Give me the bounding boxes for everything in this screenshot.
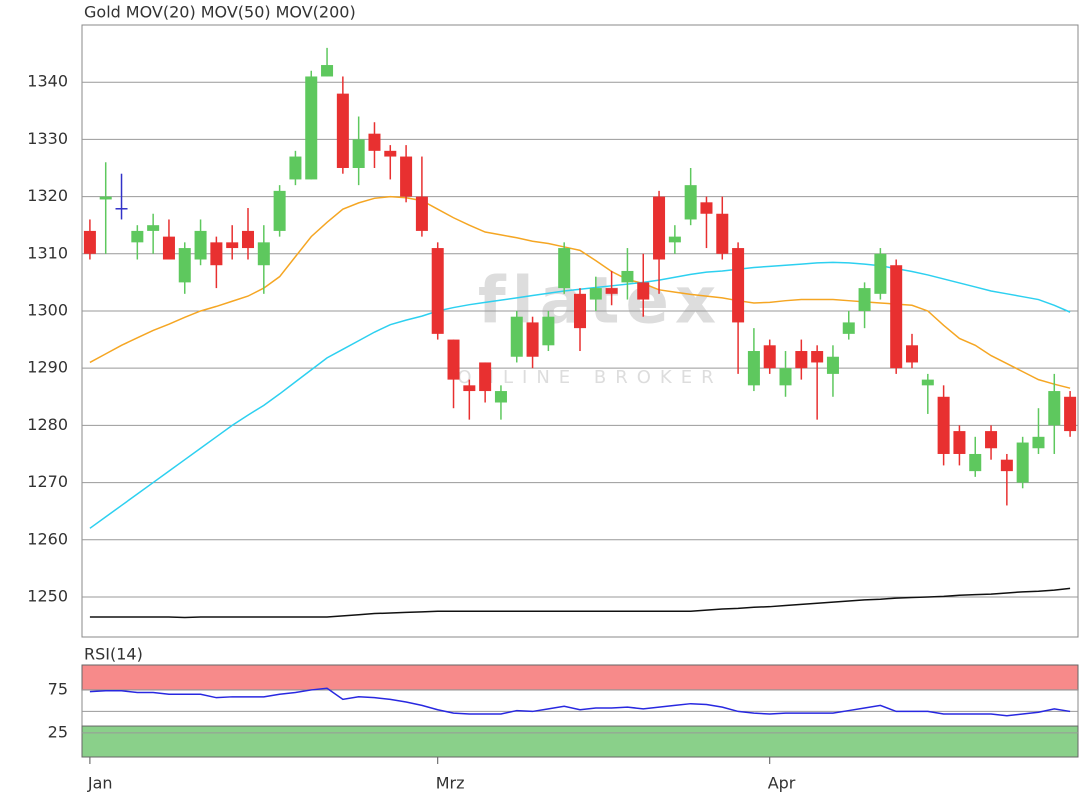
candle-body — [558, 248, 571, 289]
y-tick-label: 1300 — [27, 300, 68, 319]
candle-body — [826, 356, 839, 374]
candle-body — [131, 230, 144, 243]
candle-body — [289, 156, 302, 180]
candle-body — [842, 322, 855, 334]
candle-body — [147, 225, 160, 231]
candle-body — [811, 351, 824, 363]
candle-body — [1064, 396, 1077, 432]
candle-body — [542, 316, 555, 346]
candle-body — [162, 236, 175, 260]
candle-body — [573, 293, 587, 329]
candle-body — [795, 351, 808, 369]
legend-entry: RSI(14) — [84, 645, 143, 664]
y-tick-label: 1270 — [27, 472, 68, 491]
candle-body — [985, 431, 998, 449]
y-tick-label: 75 — [48, 679, 68, 698]
legend-entry: Gold — [84, 3, 121, 22]
candle-body — [905, 345, 919, 363]
line-series — [89, 687, 1071, 717]
candle-body — [921, 379, 934, 386]
candle-body — [194, 230, 207, 260]
candle-body — [1032, 436, 1045, 449]
legend-entry: MOV(200) — [276, 3, 356, 22]
candle-body — [747, 351, 760, 386]
y-tick-label: 1290 — [27, 358, 68, 377]
legend-entry: MOV(50) — [201, 3, 271, 22]
x-tick-label: Mrz — [436, 774, 465, 793]
candle-body — [210, 242, 223, 266]
candle-body — [463, 385, 476, 392]
candle-body — [368, 133, 381, 151]
y-tick-label: 1330 — [27, 129, 68, 148]
candle-body — [969, 453, 982, 472]
candle-body — [115, 208, 128, 210]
candle-body — [226, 242, 239, 249]
candle-body — [83, 230, 96, 254]
candle-body — [384, 150, 397, 157]
y-tick-label: 1310 — [27, 243, 68, 262]
candle-body — [779, 368, 792, 386]
candle-body — [494, 391, 507, 403]
x-tick-label: Jan — [87, 774, 113, 793]
legend-entry: MOV(20) — [126, 3, 196, 22]
candle-body — [178, 248, 191, 283]
candle-body — [684, 185, 697, 220]
line-series — [89, 195, 1071, 389]
candle-body — [763, 345, 776, 369]
candle-body — [732, 248, 745, 323]
candle-body — [479, 362, 492, 392]
candle-body — [273, 190, 286, 231]
candle-body — [1048, 391, 1061, 426]
candle-body — [415, 196, 428, 231]
candle-body — [874, 253, 887, 294]
candle-body — [858, 288, 871, 311]
candle-body — [637, 282, 650, 300]
candle-body — [257, 242, 270, 266]
candle-body — [605, 288, 618, 294]
candle-body — [890, 265, 903, 369]
candle-body — [400, 156, 413, 197]
candle-body — [431, 248, 444, 334]
candle-body — [937, 396, 950, 454]
candle-body — [305, 76, 318, 180]
candle-body — [321, 65, 334, 77]
candle-body — [668, 236, 681, 243]
candle-body — [336, 93, 349, 168]
y-tick-label: 1340 — [27, 72, 68, 91]
line-series — [89, 587, 1071, 619]
rsi-zone — [81, 725, 1079, 758]
candle-body — [510, 316, 523, 357]
watermark-sub: ONLINE BROKER — [457, 367, 722, 388]
candle-body — [526, 322, 539, 357]
candle-body — [953, 431, 966, 454]
rsi-zone — [81, 664, 1079, 691]
candle-body — [447, 339, 460, 380]
y-tick-label: 1260 — [27, 529, 68, 548]
candle-body — [589, 288, 602, 300]
candle-body — [241, 230, 255, 249]
candle-body — [1000, 459, 1013, 472]
candle-body — [1016, 442, 1029, 483]
candle-body — [621, 270, 634, 283]
candle-body — [716, 213, 729, 254]
y-tick-label: 1320 — [27, 186, 68, 205]
candle-body — [700, 202, 713, 214]
y-tick-label: 1280 — [27, 415, 68, 434]
x-tick-label: Apr — [768, 774, 796, 793]
y-tick-label: 1250 — [27, 586, 68, 605]
candle-body — [653, 196, 666, 260]
candle-body — [352, 139, 365, 168]
candle-body — [99, 196, 112, 200]
y-tick-label: 25 — [48, 722, 68, 741]
